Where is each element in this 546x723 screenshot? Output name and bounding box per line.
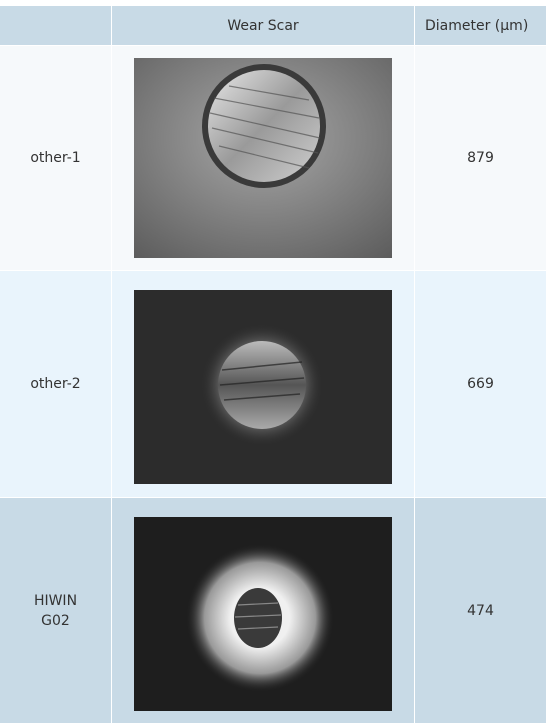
row-label: other-1 <box>30 150 81 166</box>
value-cell: 669 <box>415 271 546 497</box>
header-empty-cell <box>0 6 111 45</box>
header-cell: Diameter (μm) <box>415 6 546 45</box>
value-cell: 879 <box>415 46 546 270</box>
row-label-cell: HIWIN G02 <box>0 498 111 723</box>
diameter-value: 669 <box>467 376 494 392</box>
row-label: other-2 <box>30 376 81 392</box>
wear-scar-image <box>134 290 392 484</box>
row-label-cell: other-2 <box>0 271 111 497</box>
header-text: Diameter (μm) <box>425 17 529 34</box>
header-text: Wear Scar <box>227 17 299 34</box>
diameter-value: 879 <box>467 150 494 166</box>
diameter-value: 474 <box>467 602 494 619</box>
wear-scar-image <box>134 517 392 711</box>
row-label: HIWIN G02 <box>33 592 78 629</box>
wear-scar-image <box>134 58 392 258</box>
value-cell: 474 <box>415 498 546 723</box>
row-label-cell: other-1 <box>0 46 111 270</box>
header-cell: Wear Scar <box>112 6 414 45</box>
